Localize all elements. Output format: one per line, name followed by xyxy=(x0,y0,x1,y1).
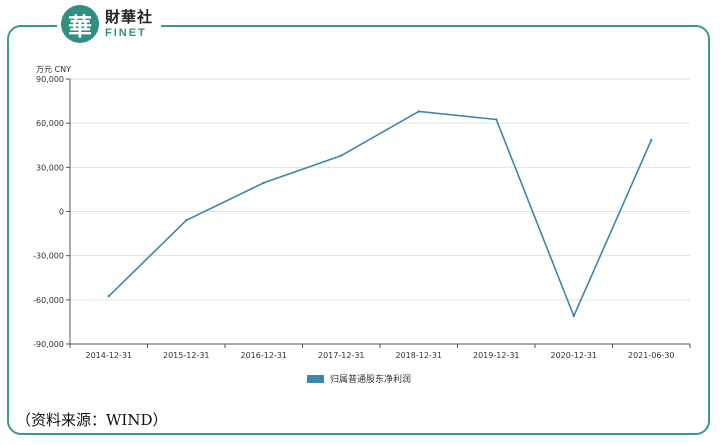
x-tick-label: 2017-12-31 xyxy=(318,351,365,360)
data-point xyxy=(185,219,188,222)
y-tick-label: 0 xyxy=(59,208,64,217)
x-axis-ticks: 2014-12-31 2015-12-31 2016-12-31 2017-12-31… xyxy=(69,344,691,360)
data-point xyxy=(495,118,498,121)
data-point xyxy=(262,181,265,184)
series-line xyxy=(108,110,653,317)
gridlines xyxy=(69,78,690,345)
data-point xyxy=(107,294,110,298)
data-point xyxy=(572,314,575,318)
data-point xyxy=(340,154,343,157)
logo-text: 財華社 FINET xyxy=(105,7,154,39)
y-tick-label: -30,000 xyxy=(33,252,64,261)
y-tick-label: -90,000 xyxy=(33,340,64,349)
x-tick-label: 2020-12-31 xyxy=(551,351,598,360)
y-tick-label: -60,000 xyxy=(33,296,64,305)
y-axis-unit-label: 万元 CNY xyxy=(36,65,71,74)
legend-label: 归属普通股东净利润 xyxy=(330,375,412,385)
y-tick-label: 60,000 xyxy=(36,119,64,128)
logo-name-cn: 財華社 xyxy=(105,7,154,26)
data-point xyxy=(417,110,420,113)
data-point xyxy=(650,138,653,142)
series-lines xyxy=(107,110,653,318)
y-tick-label: 30,000 xyxy=(36,163,64,172)
x-tick-label: 2018-12-31 xyxy=(396,351,443,360)
y-tick-label: 90,000 xyxy=(36,75,64,84)
chart-frame xyxy=(7,25,710,435)
source-note: （资料来源：WIND） xyxy=(16,411,168,429)
x-tick-label: 2016-12-31 xyxy=(241,351,288,360)
logo-mark-icon: 華 xyxy=(61,5,99,43)
logo-name-en: FINET xyxy=(105,26,147,39)
x-tick-label: 2019-12-31 xyxy=(473,351,520,360)
x-tick-label: 2021-06-30 xyxy=(628,351,675,360)
finet-logo: 華 財華社 FINET xyxy=(57,2,162,46)
legend[interactable]: 归属普通股东净利润 xyxy=(307,372,411,385)
x-tick-label: 2014-12-31 xyxy=(86,351,133,360)
x-tick-label: 2015-12-31 xyxy=(163,351,210,360)
y-axis-ticks: 90,000 60,000 30,000 0 -30,000 -60,000 -90,000 xyxy=(33,75,70,349)
legend-swatch xyxy=(307,374,324,383)
